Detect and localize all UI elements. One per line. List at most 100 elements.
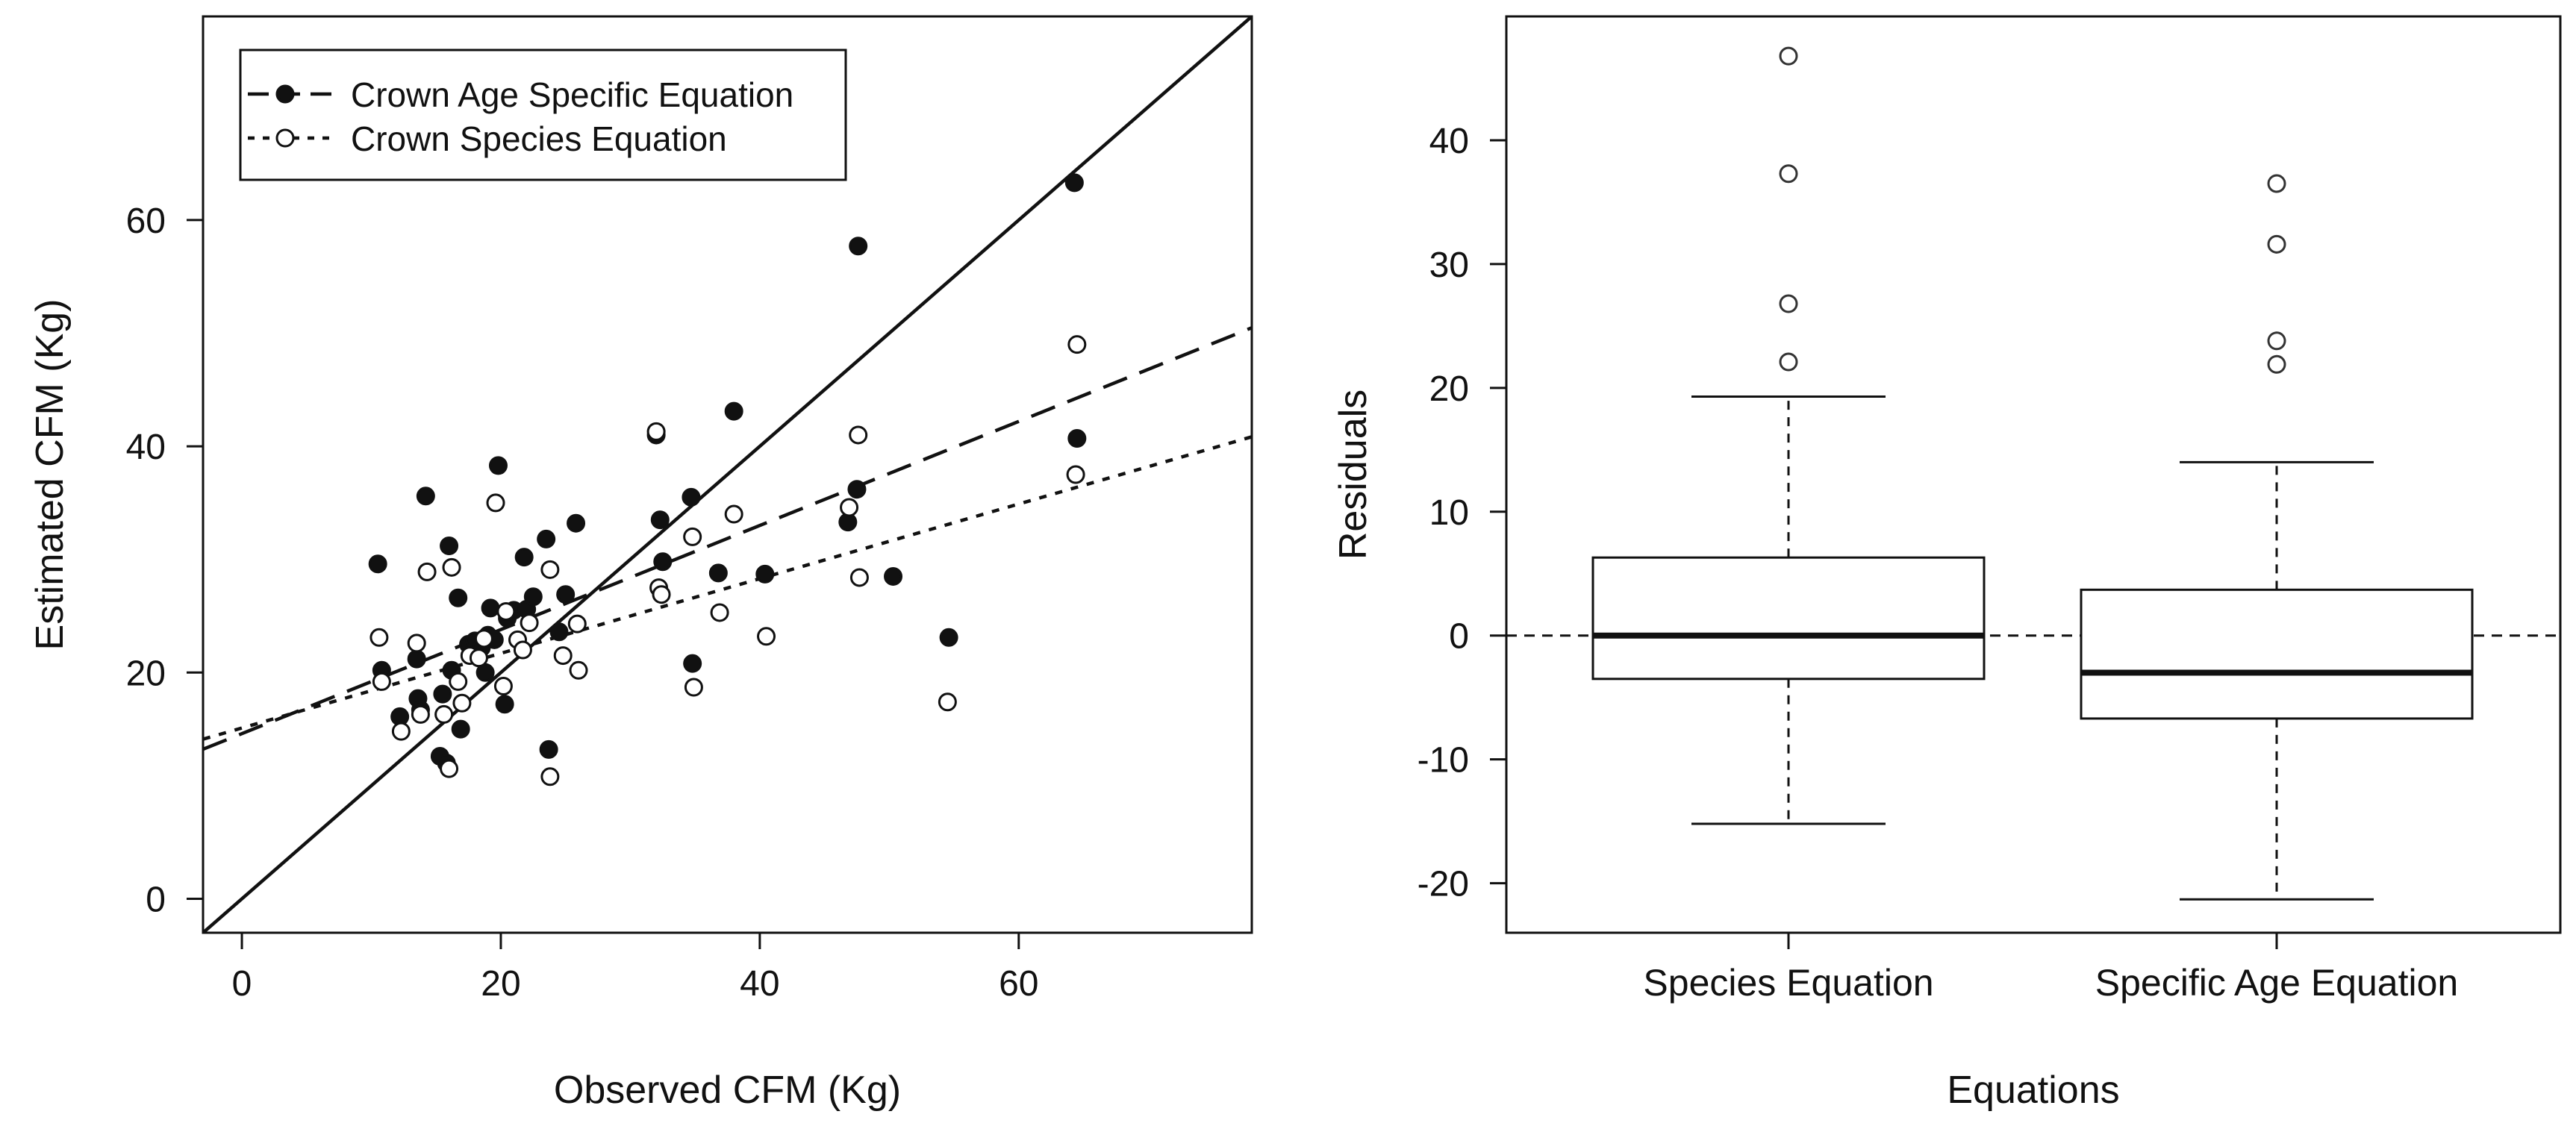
open-point xyxy=(440,759,459,778)
outlier-point xyxy=(1779,164,1798,184)
box-group xyxy=(1591,46,1986,825)
filled-point xyxy=(537,529,556,548)
open-point xyxy=(683,527,702,546)
box-group xyxy=(2080,174,2474,901)
y-axis-label: Residuals xyxy=(1332,390,1375,560)
x-tick-label: 20 xyxy=(481,964,520,1004)
filled-point xyxy=(549,622,569,642)
open-point xyxy=(442,557,461,577)
filled-point xyxy=(650,510,670,530)
filled-point xyxy=(416,487,435,506)
outlier-point xyxy=(1779,294,1798,313)
y-tick-label: 40 xyxy=(126,428,166,467)
filled-point xyxy=(849,237,868,256)
y-tick-label: 20 xyxy=(1429,369,1469,409)
y-tick-label: 20 xyxy=(126,654,166,693)
open-point xyxy=(849,568,869,587)
plot-frame xyxy=(1505,15,2562,934)
open-point xyxy=(1066,465,1085,484)
open-point xyxy=(434,704,454,724)
boxplot-panel: -20 -10 0 10 20 30 40 Equations Residuals Species… xyxy=(1332,15,2562,1112)
open-point xyxy=(469,648,488,668)
filled-point xyxy=(407,649,426,669)
open-point xyxy=(840,498,859,517)
filled-point xyxy=(755,564,775,584)
open-point xyxy=(710,603,729,622)
iqr-box xyxy=(2080,588,2474,720)
open-point xyxy=(372,672,391,691)
filled-point xyxy=(884,566,903,586)
plot-frame xyxy=(202,15,1253,934)
open-point xyxy=(486,493,505,513)
open-point xyxy=(369,628,389,647)
outlier-point xyxy=(1779,352,1798,372)
outlier-point xyxy=(2267,354,2286,374)
y-tick-label: 10 xyxy=(1429,493,1469,533)
y-tick-label: -10 xyxy=(1418,741,1469,781)
data-points xyxy=(368,173,1087,786)
x-category-label: Species Equation xyxy=(1643,962,1933,1004)
open-point xyxy=(474,629,493,648)
filled-point xyxy=(847,480,867,499)
legend: Crown Age Specific Equation Crown Species… xyxy=(239,49,847,181)
open-point xyxy=(567,614,587,634)
y-tick-label: 40 xyxy=(1429,122,1469,161)
open-point xyxy=(452,693,472,713)
filled-point xyxy=(449,588,468,607)
filled-point xyxy=(523,587,543,607)
scatter-panel: 0 20 40 60 0 20 40 60 Observed CFM (Kg) Estimated… xyxy=(28,15,1253,1112)
filled-point xyxy=(440,537,459,556)
filled-point xyxy=(567,513,586,533)
open-point xyxy=(724,504,743,524)
open-point xyxy=(407,634,426,653)
dotted-fit-line xyxy=(203,435,1252,741)
x-tick-label: 60 xyxy=(999,964,1038,1004)
y-tick-label: -20 xyxy=(1418,865,1469,904)
legend-label: Crown Age Specific Equation xyxy=(351,75,793,114)
filled-point xyxy=(539,739,558,759)
outlier-point xyxy=(2267,174,2286,193)
filled-point xyxy=(653,552,673,572)
y-tick-label: 60 xyxy=(126,201,166,241)
open-point xyxy=(553,646,573,666)
iqr-box xyxy=(1591,556,1986,681)
filled-point xyxy=(556,585,576,604)
open-point xyxy=(569,660,588,680)
filled-point xyxy=(488,456,508,475)
filled-point xyxy=(708,563,728,583)
x-category-label: Specific Age Equation xyxy=(2095,962,2458,1004)
filled-point xyxy=(1064,173,1084,193)
open-point xyxy=(513,640,532,660)
open-point xyxy=(540,560,560,579)
solid-fit-line xyxy=(203,16,1252,933)
y-tick-label: 0 xyxy=(146,881,166,920)
dashed-fit-line xyxy=(203,326,1252,751)
open-point xyxy=(520,613,539,633)
y-tick-label: 0 xyxy=(1449,617,1469,657)
x-axis-label: Equations xyxy=(1947,1069,2119,1112)
y-tick-label: 30 xyxy=(1429,245,1469,285)
open-point xyxy=(449,672,468,691)
open-point xyxy=(496,601,516,621)
open-point xyxy=(493,677,513,696)
open-point xyxy=(652,585,671,604)
open-point xyxy=(938,692,957,712)
open-point xyxy=(757,627,776,646)
legend-label: Crown Species Equation xyxy=(351,119,727,158)
open-point xyxy=(417,562,437,581)
outlier-point xyxy=(2267,234,2286,254)
filled-point xyxy=(368,554,387,574)
filled-point xyxy=(481,598,500,618)
filled-point xyxy=(433,684,452,704)
open-point xyxy=(1067,335,1087,354)
legend-marker xyxy=(275,128,295,148)
filled-point xyxy=(683,654,702,673)
filled-point xyxy=(724,401,743,421)
filled-point xyxy=(451,719,470,739)
legend-marker xyxy=(275,84,295,104)
filled-point xyxy=(495,695,514,714)
outlier-point xyxy=(2267,331,2286,351)
x-tick-label: 0 xyxy=(232,964,252,1004)
open-point xyxy=(540,767,560,786)
